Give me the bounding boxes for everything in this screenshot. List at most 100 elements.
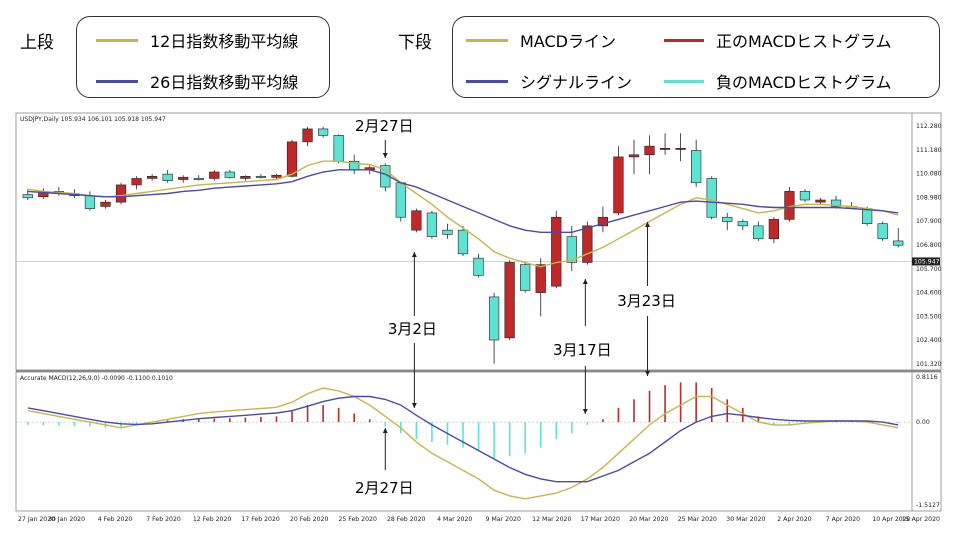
candle-body xyxy=(286,141,298,177)
annotation-mar17: 3月17日 xyxy=(553,341,612,359)
candle-body xyxy=(737,221,748,227)
date-tick-label: 30 Mar 2020 xyxy=(726,516,765,523)
date-tick-label: 7 Feb 2020 xyxy=(146,516,181,523)
ema26-line xyxy=(27,169,899,234)
candle-body xyxy=(675,148,686,150)
annotation-mar23: 3月23日 xyxy=(617,292,676,310)
candle-body xyxy=(551,216,562,287)
candle-body xyxy=(815,199,826,203)
annotation-mar17-down-arrow-head xyxy=(582,409,588,414)
candle-body xyxy=(162,173,173,181)
macd-line xyxy=(27,387,899,500)
annotation-mar2-down-arrow-head xyxy=(411,403,417,408)
candle-body xyxy=(706,178,717,218)
negative-histogram-swatch xyxy=(664,79,704,83)
candle-body xyxy=(691,150,702,184)
macd-tick-label: 0.8116 xyxy=(916,374,938,381)
macd-tick-label: -1.5127 xyxy=(916,502,940,509)
date-tick-label: 17 Mar 2020 xyxy=(581,516,620,523)
signal-line-swatch xyxy=(466,79,508,83)
candle-body xyxy=(317,128,329,136)
candle-body xyxy=(442,229,453,235)
price-tick-label: 106.800 xyxy=(916,242,942,249)
candle-body xyxy=(753,225,764,240)
candle-body xyxy=(395,182,406,218)
annotation-feb27-bottom: 2月27日 xyxy=(355,479,414,497)
candle-body xyxy=(457,229,469,255)
legend-item-ema26: 26日指数移動平均線 xyxy=(96,69,298,93)
candle-body xyxy=(209,171,220,179)
candle-body xyxy=(877,223,888,240)
date-tick-label: 12 Mar 2020 xyxy=(532,516,571,523)
candle-body xyxy=(255,176,267,178)
annotation-mar23-up-arrow-head xyxy=(645,222,651,227)
candle-body xyxy=(473,257,484,276)
price-tick-label: 101.320 xyxy=(916,361,942,368)
price-tick-label: 103.500 xyxy=(916,313,942,320)
legend-item-signal-line: シグナルライン xyxy=(466,69,632,93)
candle-body xyxy=(271,174,282,178)
candle-body xyxy=(426,212,438,237)
chart-frame xyxy=(15,112,942,512)
date-tick-label: 4 Feb 2020 xyxy=(98,516,133,523)
annotation-mar17-up-arrow-head xyxy=(582,279,588,284)
date-tick-label: 25 Mar 2020 xyxy=(678,516,717,523)
macd-line-swatch xyxy=(466,38,508,42)
annotation-feb27-bottom-arrow-head xyxy=(382,428,388,433)
date-tick-label: 28 Feb 2020 xyxy=(387,516,426,523)
candle-body xyxy=(644,145,655,156)
positive-histogram-label: 正のMACDヒストグラム xyxy=(716,32,892,51)
legend-item-positive-histogram: 正のMACDヒストグラム xyxy=(664,28,891,52)
candle-body xyxy=(535,264,546,293)
candle-body xyxy=(613,156,624,214)
ema12-label: 12日指数移動平均線 xyxy=(150,32,299,51)
lower-legend-title: 下段 xyxy=(398,33,432,53)
annotation-layer: 2月27日 3月2日 3月17日 3月23日 2月27日 xyxy=(355,117,676,497)
annotation-feb27-top: 2月27日 xyxy=(355,117,414,135)
candle-body xyxy=(768,219,779,240)
upper-legend-title: 上段 xyxy=(20,33,54,53)
candle-body xyxy=(488,296,500,341)
candle-body xyxy=(411,210,422,231)
price-tick-label: 112.280 xyxy=(916,123,942,130)
signal-line xyxy=(27,395,899,483)
price-tick-label: 104.600 xyxy=(916,290,942,297)
ema26-swatch xyxy=(96,79,138,83)
legend-item-macd-line: MACDライン xyxy=(466,28,616,52)
signal-line-label: シグナルライン xyxy=(520,73,633,92)
price-tick-label: 107.900 xyxy=(916,218,942,225)
date-tick-label: 12 Feb 2020 xyxy=(193,516,232,523)
upper-legend-box xyxy=(76,16,330,98)
candle-body xyxy=(520,264,531,291)
date-tick-label: 7 Apr 2020 xyxy=(826,516,860,523)
macd-panel-header: Accurate MACD(12,26,9,0) -0.0090 -0.1100… xyxy=(20,375,173,382)
candle-body xyxy=(131,178,142,186)
candle-body xyxy=(84,195,96,209)
candle-body xyxy=(722,216,733,222)
ema12-swatch xyxy=(96,38,138,42)
candle-body xyxy=(333,135,344,162)
ema26-label: 26日指数移動平均線 xyxy=(150,73,299,92)
annotation-mar2: 3月2日 xyxy=(388,320,437,338)
macd-tick-label: 0.00 xyxy=(916,419,930,426)
candle-body xyxy=(893,240,904,246)
price-tick-label: 111.180 xyxy=(916,147,942,154)
candle-body xyxy=(193,178,204,180)
macd-line-label: MACDライン xyxy=(520,32,616,51)
date-tick-label: 17 Feb 2020 xyxy=(241,516,280,523)
lower-legend-box xyxy=(452,16,940,98)
date-tick-label: 2 Apr 2020 xyxy=(777,516,811,523)
annotation-mar23-down-arrow-head xyxy=(645,371,651,376)
legend-item-ema12: 12日指数移動平均線 xyxy=(96,28,298,52)
price-panel-frame xyxy=(15,112,942,371)
positive-histogram-swatch xyxy=(664,38,704,42)
date-tick-label: 20 Mar 2020 xyxy=(629,516,668,523)
negative-histogram-label: 負のMACDヒストグラム xyxy=(716,73,892,92)
date-tick-label: 27 Jan 2020 xyxy=(18,516,55,523)
date-tick-label: 10 Apr 2020 xyxy=(872,516,910,523)
candle-body xyxy=(22,194,33,199)
last-price-tag xyxy=(912,257,940,266)
last-price-label: 105.947 xyxy=(914,259,940,266)
price-tick-label: 105.700 xyxy=(916,266,942,273)
